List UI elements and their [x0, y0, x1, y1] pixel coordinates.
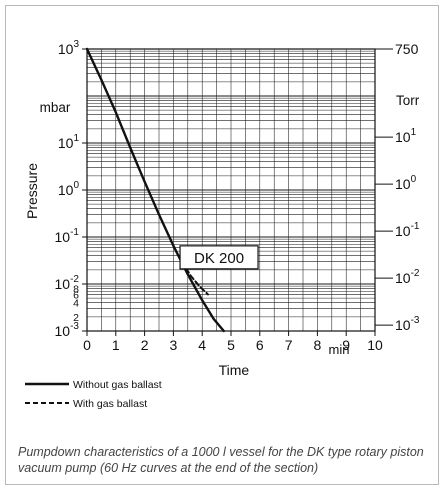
legend-label: With gas ballast: [73, 398, 147, 410]
y-right-tick-label: 10-3: [395, 315, 420, 333]
y-right-tick-label: 10-2: [395, 268, 420, 286]
legend-label: Without gas ballast: [73, 379, 162, 391]
y-axis-label: Pressure: [24, 163, 40, 219]
legend: Without gas ballast With gas ballast: [25, 379, 162, 410]
y-left-tick-label: 101: [58, 133, 80, 151]
label-layer: 0 1 2 3 4 5 6 7 8 9 10 min Time 103 101 100 10-1 10-2 10-3…: [24, 39, 420, 378]
y-left-unit-label: mbar: [40, 100, 71, 115]
y-left-tick-label: 103: [58, 39, 80, 57]
x-tick-label: 8: [314, 337, 322, 353]
x-tick-label: 3: [170, 337, 178, 353]
series-without-gas-ballast: [85, 47, 225, 333]
y-left-minor-label: 4: [73, 298, 79, 310]
pressure-time-chart: 0 1 2 3 4 5 6 7 8 9 10 min Time 103 101 100 10-1 10-2 10-3…: [24, 39, 420, 410]
x-tick-label: 10: [367, 337, 383, 353]
y-left-tick-label: 10-3: [55, 321, 80, 339]
y-left-minor-label: 6: [73, 289, 79, 301]
x-tick-label: 2: [141, 337, 149, 353]
y-left-tick-label: 10-1: [55, 227, 80, 245]
grid-layer: [86, 49, 376, 332]
x-tick-label: 0: [83, 337, 91, 353]
y-right-tick-label: 100: [395, 174, 417, 192]
x-tick-label: 6: [256, 337, 264, 353]
axis-layer: [82, 48, 393, 336]
x-tick-label: 9: [342, 337, 350, 353]
x-tick-label: 1: [112, 337, 120, 353]
y-right-tick-label: 750: [395, 41, 419, 57]
x-axis-label: Time: [219, 362, 250, 378]
x-tick-label: 4: [198, 337, 206, 353]
y-right-tick-label: 10-1: [395, 221, 420, 239]
y-left-minor-label: 8: [73, 284, 79, 296]
annotation-box: [179, 245, 259, 270]
x-unit-label: min: [329, 342, 350, 357]
y-right-unit-label: Torr: [396, 93, 420, 108]
x-tick-label: 5: [227, 337, 235, 353]
figure-caption: Pumpdown characteristics of a 1000 l ves…: [18, 445, 424, 475]
annotation-label: DK 200: [194, 250, 244, 267]
y-left-tick-label: 100: [58, 180, 80, 198]
y-right-tick-label: 101: [395, 127, 417, 145]
figure-panel: 0 1 2 3 4 5 6 7 8 9 10 min Time 103 101 100 10-1 10-2 10-3…: [5, 5, 439, 485]
x-tick-label: 7: [285, 337, 293, 353]
y-left-tick-label: 10-2: [55, 274, 80, 292]
y-left-minor-label: 2: [73, 312, 79, 324]
